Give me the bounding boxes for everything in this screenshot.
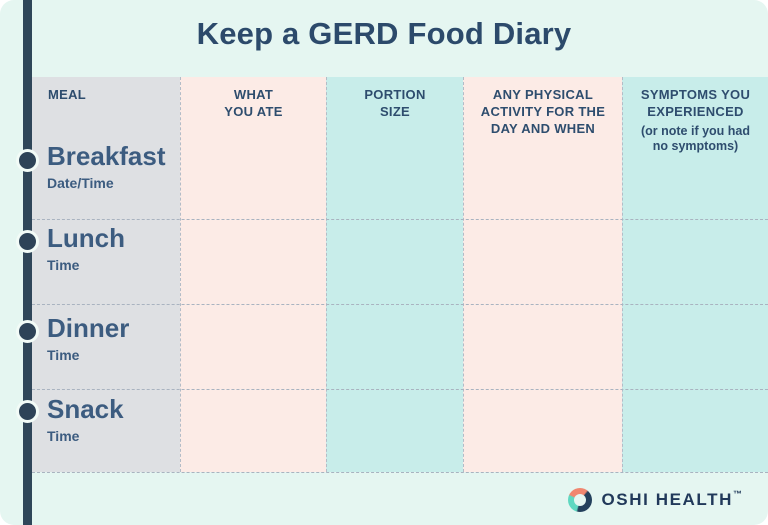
oshi-brand-name: OSHI HEALTH™: [601, 489, 742, 510]
meal-name: Breakfast: [47, 141, 166, 171]
diary-table: MEAL WHAT YOU ATE PORTION SIZE ANY PHYSI…: [32, 77, 768, 473]
oshi-health-logo: OSHI HEALTH™: [568, 488, 742, 512]
meal-name: Dinner: [47, 313, 130, 343]
meal-row-breakfast: Breakfast Date/Time: [47, 141, 166, 192]
meal-name: Lunch: [47, 223, 125, 253]
page-title: Keep a GERD Food Diary: [196, 16, 572, 51]
meal-row-dinner: Dinner Time: [47, 313, 130, 364]
timeline-bullet-breakfast: [16, 149, 39, 172]
meal-timing: Date/Time: [47, 175, 114, 192]
column-header-physical-activity: ANY PHYSICAL ACTIVITY FOR THE DAY AND WH…: [480, 87, 606, 136]
column-header-meal: MEAL: [48, 87, 87, 102]
row-divider: [32, 219, 768, 220]
timeline-bullet-snack: [16, 400, 39, 423]
meal-timing: Time: [47, 428, 80, 445]
timeline-bullet-lunch: [16, 230, 39, 253]
column-physical-activity: ANY PHYSICAL ACTIVITY FOR THE DAY AND WH…: [463, 77, 622, 472]
column-header-symptoms: SYMPTOMS YOU EXPERIENCED: [640, 87, 751, 119]
trademark-symbol: ™: [733, 489, 742, 499]
meal-row-snack: Snack Time: [47, 394, 124, 445]
meal-timing: Time: [47, 257, 80, 274]
brand-name-text: OSHI HEALTH: [601, 490, 733, 509]
column-symptoms: SYMPTOMS YOU EXPERIENCED (or note if you…: [622, 77, 768, 472]
column-what-you-ate: WHAT YOU ATE: [180, 77, 326, 472]
row-divider: [32, 304, 768, 305]
meal-name: Snack: [47, 394, 124, 424]
row-divider: [32, 389, 768, 390]
column-meal: MEAL: [32, 77, 180, 472]
timeline-bullet-dinner: [16, 320, 39, 343]
meal-timing: Time: [47, 347, 80, 364]
column-subheader-symptoms: (or note if you had no symptoms): [640, 123, 751, 154]
column-header-portion-size: PORTION SIZE: [364, 87, 426, 119]
oshi-ring-icon: [568, 488, 593, 512]
column-header-what-you-ate: WHAT YOU ATE: [224, 87, 283, 119]
column-portion-size: PORTION SIZE: [326, 77, 463, 472]
timeline-bar: [23, 0, 32, 525]
meal-row-lunch: Lunch Time: [47, 223, 125, 274]
